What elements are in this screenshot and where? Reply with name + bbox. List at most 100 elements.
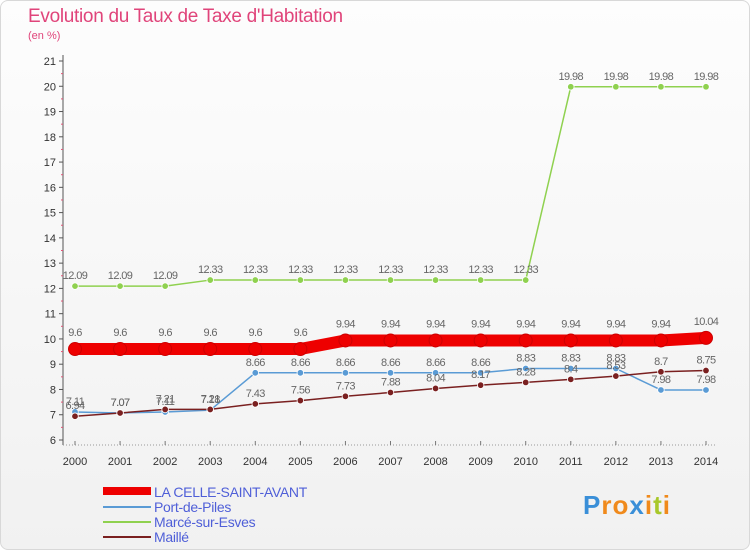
y-tick-label: 6 — [50, 435, 56, 447]
data-label: 8.53 — [606, 360, 625, 372]
logo-letter: i — [662, 490, 671, 520]
data-point — [296, 396, 305, 405]
data-label: 7.73 — [336, 380, 355, 392]
y-tick-label: 7 — [50, 410, 56, 422]
data-label: 7.18 — [201, 394, 220, 406]
data-point — [522, 276, 530, 284]
data-point — [608, 333, 623, 348]
y-tick-label: 8 — [50, 384, 56, 396]
data-label: 7.98 — [696, 374, 715, 386]
y-tick-label: 12 — [44, 283, 56, 295]
legend-item-la-celle-saint-avant[interactable]: LA CELLE-SAINT-AVANT — [103, 484, 363, 500]
logo-letter: r — [601, 490, 613, 520]
data-label: 12.33 — [198, 264, 223, 276]
data-point — [161, 405, 169, 414]
data-label: 19.98 — [649, 71, 674, 83]
x-tick-label: 2008 — [423, 456, 447, 468]
data-label: 8.04 — [426, 372, 445, 384]
data-point — [431, 276, 440, 284]
data-point — [251, 400, 259, 408]
y-tick-label: 21 — [44, 56, 56, 68]
legend-swatch — [103, 521, 151, 523]
data-label: 8.75 — [696, 355, 715, 367]
data-label: 12.33 — [513, 264, 538, 276]
data-point — [293, 342, 308, 357]
data-label: 7.88 — [381, 376, 400, 388]
data-label: 7.11 — [66, 396, 85, 408]
data-point — [383, 333, 398, 348]
data-label: 9.94 — [516, 318, 535, 330]
data-point — [657, 368, 665, 376]
data-point — [158, 342, 173, 357]
data-label: 9.6 — [68, 327, 82, 339]
legend-swatch — [103, 487, 151, 495]
data-label: 7.56 — [291, 385, 310, 397]
data-label: 19.98 — [559, 71, 584, 83]
y-tick-label: 20 — [44, 81, 56, 93]
data-label: 9.94 — [336, 318, 355, 330]
data-label: 8.7 — [654, 356, 668, 368]
y-tick-label: 13 — [44, 258, 56, 270]
data-label: 9.6 — [113, 327, 127, 339]
x-tick-label: 2010 — [513, 456, 537, 468]
x-tick-label: 2001 — [108, 456, 132, 468]
data-label: 8.28 — [516, 366, 535, 378]
data-point — [518, 333, 533, 348]
data-point — [702, 366, 710, 375]
legend-swatch — [103, 536, 151, 538]
data-label: 8.83 — [516, 352, 535, 364]
data-point — [248, 342, 263, 357]
data-label: 12.09 — [63, 270, 88, 282]
data-point — [702, 83, 710, 91]
legend-item-port-de-piles[interactable]: Port-de-Piles — [103, 499, 363, 515]
x-tick-label: 2005 — [288, 456, 312, 468]
data-point — [251, 369, 259, 377]
y-tick-label: 10 — [44, 334, 56, 346]
data-label: 12.09 — [108, 270, 133, 282]
logo-letter: x — [629, 490, 645, 520]
logo-letter: o — [612, 490, 630, 520]
data-point — [116, 409, 124, 417]
data-label: 9.6 — [158, 327, 172, 339]
series-line — [74, 86, 707, 287]
y-tick-label: 17 — [44, 157, 56, 169]
data-point — [567, 375, 575, 384]
data-label: 12.33 — [468, 264, 493, 276]
data-label: 10.04 — [694, 316, 719, 328]
data-point — [476, 381, 485, 389]
chart-points — [68, 83, 713, 420]
data-point — [113, 342, 128, 357]
data-label: 7.07 — [111, 397, 130, 409]
data-point — [116, 282, 124, 290]
y-tick-label: 15 — [44, 208, 56, 220]
data-point — [476, 369, 485, 377]
x-tick-label: 2003 — [198, 456, 222, 468]
x-tick-label: 2000 — [63, 456, 87, 468]
y-tick-label: 11 — [45, 309, 56, 321]
x-tick-label: 2012 — [604, 456, 628, 468]
data-point — [428, 333, 443, 348]
data-point — [567, 364, 575, 373]
data-point — [341, 392, 350, 400]
legend-label: LA CELLE-SAINT-AVANT — [154, 484, 307, 500]
data-point — [161, 282, 169, 290]
data-point — [522, 378, 530, 387]
data-label: 9.6 — [294, 327, 308, 339]
data-point — [341, 369, 350, 377]
legend-label: Port-de-Piles — [154, 499, 232, 515]
y-tick-label: 9 — [50, 359, 56, 371]
data-label: 19.98 — [694, 71, 719, 83]
data-label: 9.94 — [606, 318, 625, 330]
data-point — [612, 83, 620, 91]
chart-axes: 6 7 8 9 10 11 12 13 14 15 16 17 18 19 20 21 2000 2001 2002… — [44, 55, 718, 468]
proxiti-logo: Proxiti — [583, 490, 671, 521]
data-label: 8.83 — [606, 352, 625, 364]
legend-item-maille[interactable]: Maillé — [103, 529, 363, 545]
data-label: 8.66 — [471, 357, 490, 369]
data-label: 9.94 — [426, 318, 445, 330]
data-label: 12.33 — [333, 264, 358, 276]
data-label: 7.98 — [651, 374, 670, 386]
x-tick-label: 2009 — [468, 456, 492, 468]
legend-item-marce-sur-esves[interactable]: Marcé-sur-Esves — [103, 514, 363, 530]
